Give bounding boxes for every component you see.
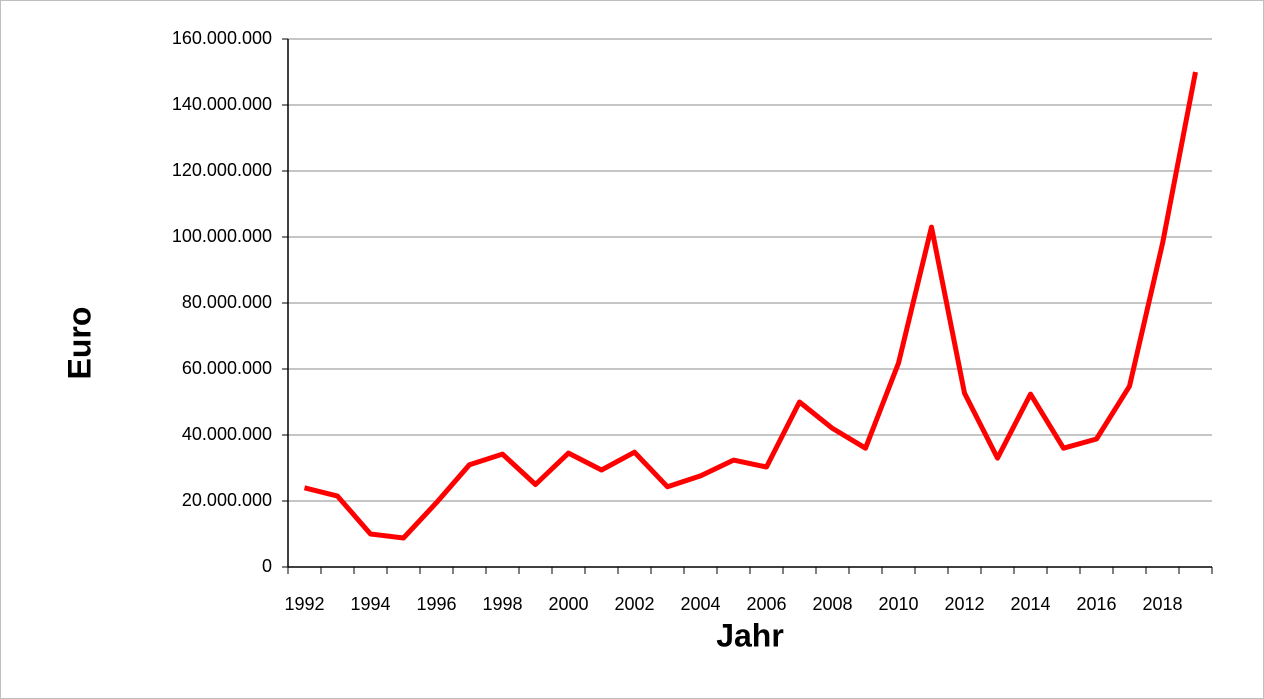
x-tick-label: 2000 — [548, 594, 588, 614]
x-tick-label: 2006 — [746, 594, 786, 614]
y-tick-label: 40.000.000 — [182, 424, 272, 444]
x-tick-label: 2004 — [680, 594, 720, 614]
x-tick-label: 1998 — [482, 594, 522, 614]
x-tick-label: 1994 — [350, 594, 390, 614]
data-line — [303, 71, 1198, 541]
x-tick-label: 1992 — [284, 594, 324, 614]
y-tick-label: 160.000.000 — [172, 28, 272, 48]
x-axis-title: Jahr — [716, 617, 784, 653]
x-tick-label: 2014 — [1010, 594, 1050, 614]
y-tick-label: 120.000.000 — [172, 160, 272, 180]
x-tick-label: 1996 — [416, 594, 456, 614]
y-axis-title: Euro — [61, 307, 97, 380]
x-tick-label: 2016 — [1076, 594, 1116, 614]
x-tick-label: 2018 — [1142, 594, 1182, 614]
x-tick-label: 2008 — [812, 594, 852, 614]
y-tick-label: 140.000.000 — [172, 94, 272, 114]
x-tick-label: 2002 — [614, 594, 654, 614]
y-tick-label: 80.000.000 — [182, 292, 272, 312]
y-tick-label: 0 — [262, 556, 272, 576]
x-tick-label: 2010 — [878, 594, 918, 614]
y-tick-label: 60.000.000 — [182, 358, 272, 378]
y-tick-label: 20.000.000 — [182, 490, 272, 510]
x-tick-label: 2012 — [944, 594, 984, 614]
y-tick-label: 100.000.000 — [172, 226, 272, 246]
